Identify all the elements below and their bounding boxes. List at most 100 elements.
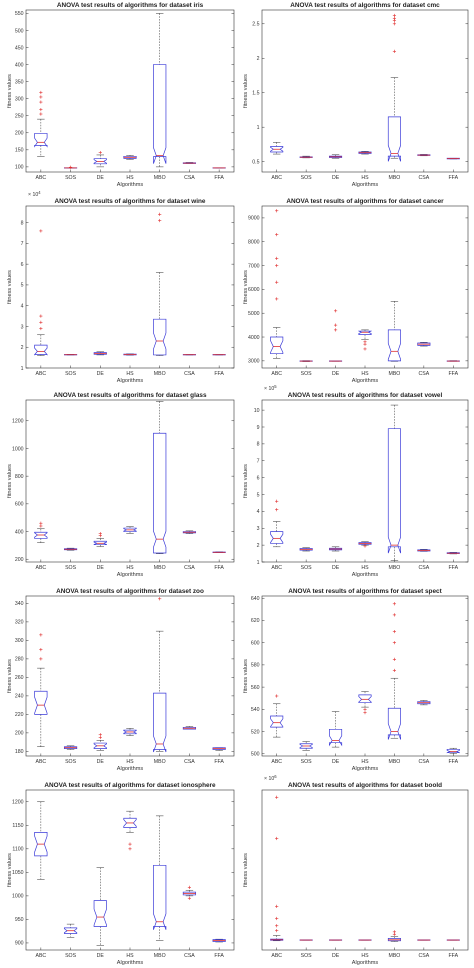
outlier-point <box>275 297 279 301</box>
y-tick-label: 450 <box>15 45 24 51</box>
box-sos <box>299 155 313 159</box>
iqr-box <box>153 692 167 753</box>
iqr-box <box>93 900 107 927</box>
x-tick-label-sos: SOS <box>301 953 312 959</box>
x-tick-label-de: DE <box>97 759 105 765</box>
box-sos <box>63 923 78 938</box>
outlier-point <box>392 629 397 634</box>
chart-title: ANOVA test results of algorithms for dat… <box>286 198 444 205</box>
box-mbo <box>153 815 167 941</box>
outlier-point <box>392 602 397 606</box>
y-tick-label: 250 <box>15 114 24 120</box>
box-de <box>93 150 107 168</box>
outlier-point <box>128 842 132 846</box>
iqr-box <box>446 748 460 754</box>
axes-box <box>25 399 235 563</box>
x-axis-label: Algorithms <box>352 572 379 578</box>
outlier-point <box>39 229 43 233</box>
iqr-box <box>387 116 401 162</box>
outlier-point <box>39 648 43 652</box>
x-tick-label-hs: HS <box>361 953 369 959</box>
y-tick-label: 1 <box>257 560 260 566</box>
outlier-point <box>39 326 43 331</box>
chart-panel-6: ANOVA test results of algorithms for dat… <box>7 588 235 772</box>
outlier-point <box>333 328 338 332</box>
iqr-box <box>34 344 48 356</box>
box-csa <box>182 726 197 730</box>
y-tick-label: 350 <box>15 79 24 85</box>
axes-box <box>261 399 469 563</box>
y-tick-label: 240 <box>15 694 24 700</box>
x-tick-label-ffa: FFA <box>214 371 224 377</box>
y-exponent: × 105 <box>264 384 277 392</box>
x-tick-label-sos: SOS <box>65 175 76 181</box>
x-tick-label-hs: HS <box>126 953 134 959</box>
outlier-point <box>158 597 162 601</box>
x-tick-label-sos: SOS <box>301 371 312 377</box>
outlier-point <box>333 309 338 313</box>
box-ffa <box>446 747 460 755</box>
x-tick-label-csa: CSA <box>184 565 195 571</box>
box-sos <box>299 360 313 362</box>
outlier-point <box>275 795 279 799</box>
chart-title: ANOVA test results of algorithms for dat… <box>53 392 206 399</box>
y-tick-label: 320 <box>15 620 24 626</box>
y-tick-label: 100 <box>15 165 24 171</box>
y-tick-label: 620 <box>251 618 260 624</box>
box-abc <box>270 142 284 155</box>
y-tick-label: 200 <box>15 557 24 563</box>
x-tick-label-mbo: MBO <box>389 759 401 765</box>
y-tick-label: 1 <box>257 125 260 131</box>
x-tick-label-csa: CSA <box>419 953 430 959</box>
iqr-box <box>123 527 137 532</box>
box-ffa <box>446 552 460 555</box>
box-abc <box>34 521 48 543</box>
x-tick-label-de: DE <box>97 953 105 959</box>
y-tick-label: 2.5 <box>252 22 259 28</box>
iqr-box <box>358 694 372 704</box>
x-tick-label-hs: HS <box>126 759 134 765</box>
y-axis-label: fitness values <box>7 464 13 498</box>
y-tick-label: 7 <box>257 459 260 465</box>
y-tick-label: 5000 <box>248 311 260 317</box>
outlier-point <box>128 847 132 851</box>
x-axis-label: Algorithms <box>352 960 379 966</box>
outlier-point <box>39 320 43 324</box>
axes-box <box>261 595 469 757</box>
box-hs <box>358 151 372 155</box>
box-sos <box>299 547 313 552</box>
outlier-point <box>98 735 102 740</box>
x-axis-label: Algorithms <box>117 572 144 578</box>
chart-panel-5: ANOVA test results of algorithms for dat… <box>243 384 469 578</box>
y-axis-label: fitness values <box>243 464 249 498</box>
y-tick-label: 3 <box>21 324 24 330</box>
iqr-box <box>387 428 401 554</box>
x-tick-label-csa: CSA <box>419 759 430 765</box>
chart-panel-1: ANOVA test results of algorithms for dat… <box>243 0 469 188</box>
y-tick-label: 3 <box>257 526 260 532</box>
box-mbo <box>153 597 167 753</box>
iqr-box <box>270 531 284 544</box>
chart-title: ANOVA test results of algorithms for dat… <box>288 782 442 789</box>
y-exponent: × 104 <box>28 190 41 198</box>
outlier-point <box>39 633 43 637</box>
iqr-box <box>153 318 167 356</box>
x-tick-label-hs: HS <box>361 371 369 377</box>
y-tick-label: 1150 <box>12 823 23 829</box>
x-tick-label-hs: HS <box>126 371 134 377</box>
box-abc <box>270 795 284 942</box>
outlier-point <box>39 112 43 116</box>
box-mbo <box>387 13 401 162</box>
outlier-point <box>39 314 43 318</box>
y-tick-label: 8000 <box>248 240 260 246</box>
box-sos <box>299 741 313 751</box>
x-tick-label-csa: CSA <box>184 175 195 181</box>
y-tick-label: 180 <box>15 749 24 755</box>
box-ffa <box>446 157 460 160</box>
y-tick-label: 600 <box>251 640 260 646</box>
chart-title: ANOVA test results of algorithms for dat… <box>44 782 216 789</box>
x-tick-label-ffa: FFA <box>449 175 459 181</box>
y-tick-label: 500 <box>15 28 24 34</box>
iqr-box <box>93 742 107 749</box>
y-tick-label: 400 <box>15 529 24 535</box>
